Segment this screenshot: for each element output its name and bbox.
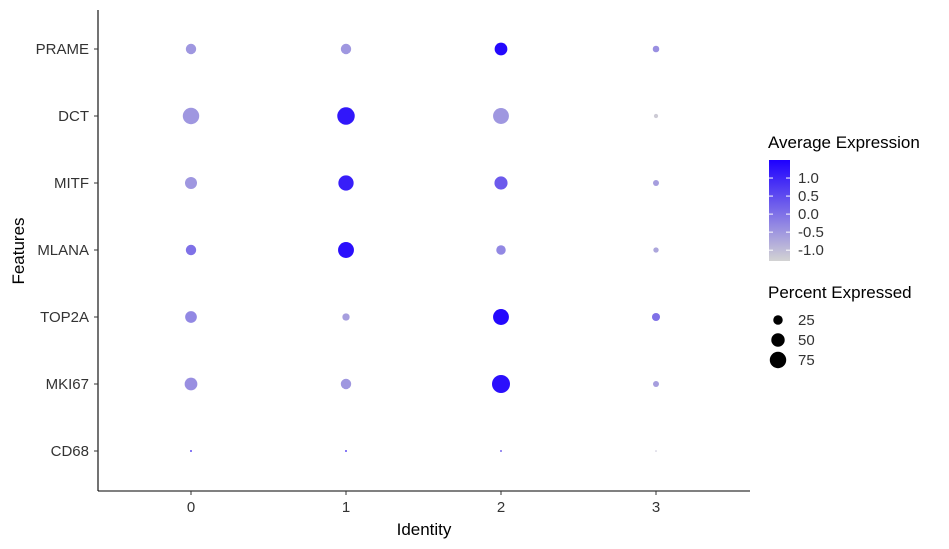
size-legend-label: 50 [798, 332, 815, 349]
dot-top2a-0 [185, 311, 197, 323]
x-ticks: 0 1 2 3 [187, 491, 660, 516]
dot-mki67-0 [184, 377, 198, 391]
dot-mki67-2 [492, 375, 510, 393]
dot-cd68-2 [500, 450, 502, 452]
size-legend-dot [773, 315, 783, 325]
x-axis-title: Identity [397, 520, 452, 539]
y-axis-title: Features [9, 217, 28, 284]
dot-dct-1 [337, 107, 355, 125]
y-tick-label: MITF [54, 175, 89, 192]
color-legend-label: -1.0 [798, 242, 824, 259]
size-legend-label: 25 [798, 312, 815, 329]
color-legend-bar [769, 160, 790, 261]
dot-dct-2 [493, 108, 509, 124]
y-tick-label: CD68 [51, 443, 89, 460]
y-tick-label: DCT [58, 108, 89, 125]
dots [182, 42, 661, 452]
dot-prame-2 [494, 42, 508, 56]
dot-top2a-2 [493, 309, 509, 325]
dot-cd68-3 [655, 450, 657, 452]
dot-mki67-3 [653, 381, 659, 387]
size-legend-dot [771, 333, 785, 347]
size-legend-items: 25 50 75 [769, 312, 815, 369]
y-tick-label: TOP2A [40, 309, 89, 326]
dot-mlana-0 [185, 244, 197, 256]
dot-prame-1 [340, 43, 352, 55]
color-legend-label: 0.0 [798, 206, 819, 223]
dot-mitf-2 [494, 176, 508, 190]
size-legend-label: 75 [798, 352, 815, 369]
y-ticks: PRAME DCT MITF MLANA TOP2A MKI67 CD68 [36, 41, 98, 460]
dot-mki67-1 [340, 378, 352, 390]
dot-dct-3 [653, 113, 659, 119]
y-tick-label: PRAME [36, 41, 89, 58]
dot-top2a-1 [342, 313, 350, 321]
dot-prame-3 [652, 45, 660, 53]
color-legend: Average Expression 1.00.50.0-0.5-1.0 [768, 133, 920, 261]
dot-cd68-0 [190, 450, 192, 452]
dot-mlana-2 [496, 245, 506, 255]
x-tick-label: 2 [497, 499, 505, 516]
dot-mitf-0 [185, 177, 197, 189]
size-legend-dot [769, 351, 787, 369]
dot-dct-0 [182, 107, 200, 125]
x-tick-label: 3 [652, 499, 660, 516]
y-tick-label: MLANA [37, 242, 89, 259]
color-legend-title: Average Expression [768, 133, 920, 152]
dot-mlana-3 [653, 247, 659, 253]
dot-prame-0 [185, 43, 197, 55]
x-tick-label: 0 [187, 499, 195, 516]
color-legend-ticks: 1.00.50.0-0.5-1.0 [769, 170, 824, 259]
color-legend-label: 1.0 [798, 170, 819, 187]
color-legend-label: -0.5 [798, 224, 824, 241]
size-legend: Percent Expressed 25 50 75 [768, 283, 912, 369]
dot-mlana-1 [338, 242, 354, 258]
y-tick-label: MKI67 [46, 376, 89, 393]
size-legend-title: Percent Expressed [768, 283, 912, 302]
color-legend-label: 0.5 [798, 188, 819, 205]
x-tick-label: 1 [342, 499, 350, 516]
dot-top2a-3 [651, 312, 661, 322]
dot-mitf-3 [653, 180, 659, 186]
dot-cd68-1 [345, 450, 347, 452]
dot-mitf-1 [338, 175, 354, 191]
